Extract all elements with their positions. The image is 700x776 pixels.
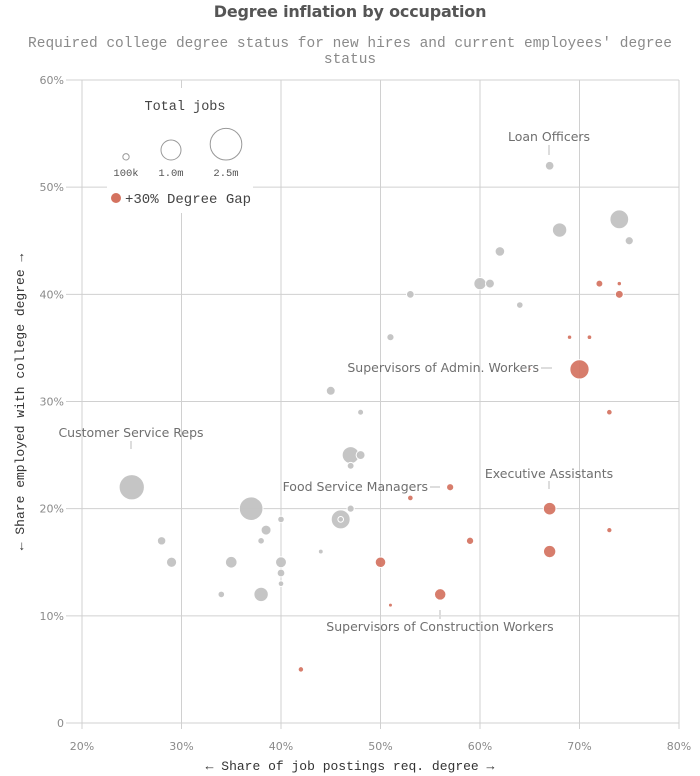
y-tick-label: 30% xyxy=(40,396,64,409)
bubble xyxy=(346,504,355,513)
legend-size-circle xyxy=(122,153,130,161)
gap-bubble xyxy=(569,359,590,380)
x-tick-label: 70% xyxy=(567,740,591,753)
gap-bubble xyxy=(542,544,557,559)
bubble xyxy=(257,537,265,545)
bubble xyxy=(494,246,506,257)
bubble xyxy=(473,276,487,291)
legend-gap-swatch xyxy=(111,193,121,203)
gap-bubble xyxy=(542,501,557,516)
y-tick-label: 60% xyxy=(40,74,64,87)
bubble xyxy=(624,236,634,246)
bubble xyxy=(515,301,524,309)
bubble xyxy=(386,333,395,342)
gap-bubble xyxy=(297,666,305,673)
legend-size-label: 1.0m xyxy=(158,168,183,180)
annotation-label: Loan Officers xyxy=(508,129,590,144)
x-tick-label: 50% xyxy=(368,740,392,753)
annotation-label: Supervisors of Construction Workers xyxy=(326,619,553,634)
x-tick-label: 30% xyxy=(169,740,193,753)
y-tick-label: 40% xyxy=(40,288,64,301)
annotation-label: Food Service Managers xyxy=(283,479,428,494)
gap-bubble xyxy=(614,289,624,299)
bubble xyxy=(224,555,238,569)
y-tick-label: 0 xyxy=(57,717,64,730)
gap-bubble xyxy=(407,494,414,502)
bubble xyxy=(156,536,167,546)
bubble xyxy=(260,524,272,536)
bubble xyxy=(238,496,264,521)
y-tick-label: 20% xyxy=(40,503,64,516)
chart-title: Degree inflation by occupation xyxy=(213,2,487,21)
legend-title: Total jobs xyxy=(144,100,225,115)
legend-size-circle xyxy=(209,127,243,161)
annotation-label: Customer Service Reps xyxy=(58,425,203,440)
gap-bubble xyxy=(374,556,387,569)
annotation-label: Supervisors of Admin. Workers xyxy=(347,360,539,375)
legend-background xyxy=(107,88,253,213)
y-tick-label: 10% xyxy=(40,610,64,623)
x-tick-label: 20% xyxy=(70,740,94,753)
x-axis-label: ← Share of job postings req. degree → xyxy=(206,759,495,774)
bubble xyxy=(551,222,568,238)
gap-bubble xyxy=(595,279,604,288)
bubble xyxy=(544,160,555,171)
legend-gap-label: +30% Degree Gap xyxy=(125,192,251,208)
annotations-layer: Loan Officers Customer Service Reps Superv… xyxy=(58,129,613,634)
gap-bubble xyxy=(387,602,393,608)
bubble xyxy=(337,516,345,523)
y-axis-label: ← Share employed with college degree → xyxy=(13,254,28,551)
gap-bubble xyxy=(606,526,613,534)
bubble xyxy=(253,586,269,603)
gap-bubble xyxy=(527,367,532,372)
bubble xyxy=(275,556,287,569)
gap-bubble xyxy=(586,334,593,341)
bubble xyxy=(276,568,286,578)
bubbles-layer xyxy=(118,160,634,673)
x-tick-label: 60% xyxy=(468,740,492,753)
gap-bubble xyxy=(465,536,475,545)
gap-bubble xyxy=(446,483,455,492)
axes: 20% 30% 40% 50% 60% 70% 80% 0 10% 20% 30% 40% 50% 60% xyxy=(40,74,692,753)
bubble xyxy=(346,461,355,470)
grid-lines xyxy=(66,79,680,729)
bubble xyxy=(165,556,178,568)
gap-bubble xyxy=(433,588,447,601)
y-tick-label: 50% xyxy=(40,181,64,194)
bubble xyxy=(277,580,285,588)
bubble xyxy=(118,474,145,501)
legend-size-label: 100k xyxy=(113,168,138,180)
chart-subtitle: Required college degree status for new h… xyxy=(28,36,672,68)
bubble xyxy=(317,548,324,555)
bubble xyxy=(609,209,630,230)
x-tick-label: 40% xyxy=(269,740,293,753)
bubble xyxy=(355,450,366,461)
bubble xyxy=(357,408,365,416)
gap-bubble xyxy=(606,408,613,416)
legend: Total jobs 100k 1.0m 2.5m +30% Degree Gap xyxy=(107,88,253,213)
bubble xyxy=(277,515,285,524)
legend-size-circle xyxy=(160,139,182,161)
gap-bubble xyxy=(616,280,623,287)
annotation-label: Executive Assistants xyxy=(485,466,613,481)
bubble xyxy=(405,289,415,299)
bubble xyxy=(325,385,336,396)
bubble xyxy=(484,278,495,289)
bubble xyxy=(217,590,226,599)
gap-bubble xyxy=(566,334,573,340)
x-tick-label: 80% xyxy=(667,740,691,753)
legend-size-label: 2.5m xyxy=(213,168,238,180)
